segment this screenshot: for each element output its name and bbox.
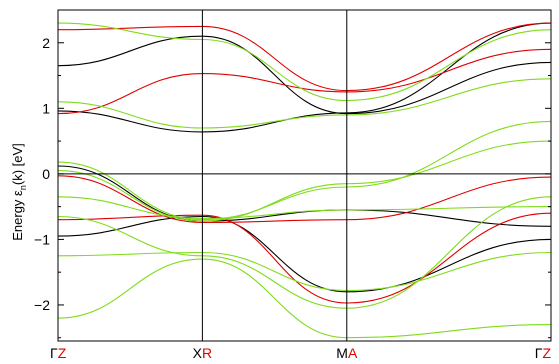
band-lines bbox=[57, 22, 552, 339]
band-line-9 bbox=[57, 78, 552, 129]
band-line-13 bbox=[57, 251, 552, 292]
band-line-5 bbox=[57, 175, 552, 223]
x-tick-label: XR bbox=[193, 345, 212, 361]
band-line-3 bbox=[57, 35, 552, 115]
band-line-12 bbox=[57, 196, 552, 309]
band-line-4 bbox=[57, 22, 552, 92]
kpoint-dividers bbox=[201, 10, 348, 341]
y-tick-label: 1 bbox=[42, 100, 50, 116]
band-line-14 bbox=[57, 258, 552, 339]
y-tick-label: −1 bbox=[34, 231, 50, 247]
y-tick-label: 2 bbox=[42, 35, 50, 51]
band-line-10 bbox=[57, 120, 552, 221]
y-tick-label: 0 bbox=[42, 166, 50, 182]
x-tick-label: MA bbox=[336, 345, 358, 361]
y-tick-label: −2 bbox=[34, 297, 50, 313]
x-tick-label: ΓZ bbox=[50, 345, 67, 361]
x-tick-label: ΓZ bbox=[535, 345, 552, 361]
band-line-2 bbox=[57, 215, 552, 293]
y-axis-label: Energy εn(k) [eV] bbox=[10, 143, 28, 241]
band-line-15 bbox=[57, 140, 552, 222]
band-line-8 bbox=[57, 22, 552, 102]
y-axis-ticks: 2 1 0 −1 −2 bbox=[34, 9, 551, 339]
band-line-7 bbox=[57, 48, 552, 115]
band-line-6 bbox=[57, 212, 552, 304]
band-line-1 bbox=[57, 165, 552, 227]
band-line-11 bbox=[57, 196, 552, 219]
plot-frame bbox=[57, 9, 552, 342]
x-axis-ticks: ΓZ XR MA ΓZ bbox=[50, 345, 551, 361]
